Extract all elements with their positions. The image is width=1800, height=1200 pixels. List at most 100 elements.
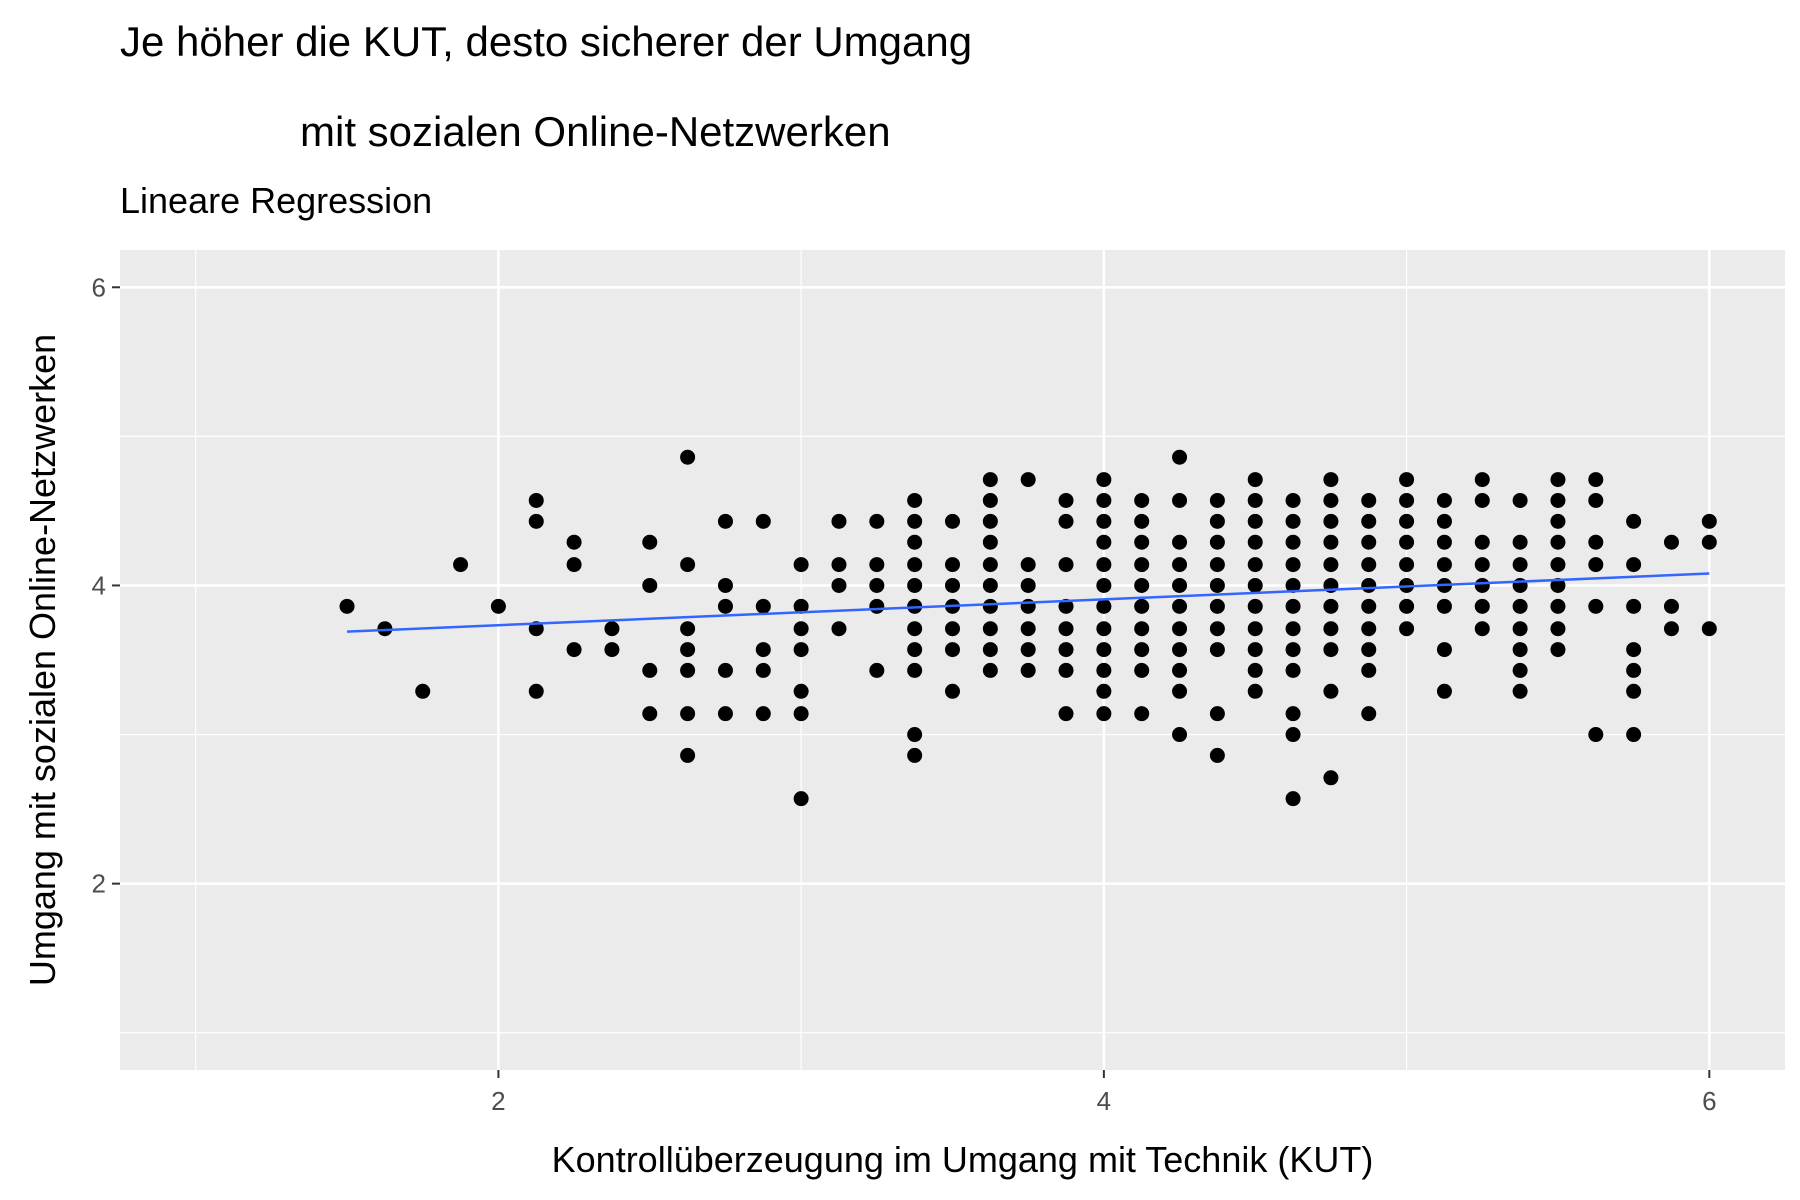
data-point [1020,642,1036,658]
data-point [1096,706,1112,722]
data-point [1701,534,1717,550]
data-point [1436,534,1452,550]
data-point [1436,683,1452,699]
x-tick-label: 4 [1097,1086,1111,1116]
data-point [1096,577,1112,593]
data-point [1512,534,1528,550]
data-point [528,513,544,529]
data-point [1058,642,1074,658]
data-point [1172,492,1188,508]
data-point [1361,706,1377,722]
data-point [1399,534,1415,550]
data-point [1209,706,1225,722]
data-point [1134,534,1150,550]
data-point [1361,492,1377,508]
data-point [1020,557,1036,573]
tick-labels: 2 4 6 2 4 6 [92,272,1717,1116]
data-point [377,621,393,637]
data-point [1285,557,1301,573]
data-point [982,598,998,614]
data-point [1172,598,1188,614]
data-point [982,642,998,658]
data-point [1512,492,1528,508]
data-point [1247,534,1263,550]
data-point [566,642,582,658]
data-point [1058,598,1074,614]
y-tick-label: 6 [92,272,106,302]
chart-subtitle: Lineare Regression [120,180,433,221]
data-point [945,621,960,637]
data-point [604,642,620,658]
data-point [1399,472,1415,488]
data-point [1626,557,1642,573]
data-point [1096,492,1112,508]
data-point [1588,557,1604,573]
data-point [1361,621,1377,637]
data-point [831,513,847,529]
data-point [1247,642,1263,658]
data-point [1058,557,1074,573]
data-point [1096,683,1112,699]
data-point [1209,534,1225,550]
chart-title-line-1: Je höher die KUT, desto sicherer der Umg… [120,18,973,65]
data-point [1247,662,1263,678]
data-point [1626,598,1642,614]
data-point [1172,577,1188,593]
data-point [1172,557,1188,573]
data-point [1474,577,1490,593]
data-point [1512,683,1528,699]
data-point [1020,598,1036,614]
data-point [869,557,885,573]
data-point [907,534,923,550]
data-point [1663,598,1679,614]
data-point [1512,598,1528,614]
data-point [1474,472,1490,488]
data-point [339,598,355,614]
data-point [415,683,431,699]
data-point [1550,472,1566,488]
data-point [907,557,923,573]
data-point [1058,513,1074,529]
data-point [1474,492,1490,508]
data-point [680,642,696,658]
data-point [1247,598,1263,614]
data-point [1512,642,1528,658]
data-point [1285,727,1301,743]
data-point [1474,534,1490,550]
data-point [1134,492,1150,508]
data-point [1436,642,1452,658]
data-point [1399,598,1415,614]
data-point [1399,557,1415,573]
data-point [1172,662,1188,678]
data-point [1134,621,1150,637]
data-point [1172,683,1188,699]
data-point [793,706,809,722]
data-point [1209,513,1225,529]
data-point [1323,492,1339,508]
data-point [755,662,771,678]
data-point [1247,621,1263,637]
x-axis-title: Kontrollüberzeugung im Umgang mit Techni… [552,1139,1374,1180]
data-point [680,662,696,678]
data-point [1323,534,1339,550]
data-point [1550,557,1566,573]
data-point [1285,534,1301,550]
data-point [1172,642,1188,658]
data-point [1172,449,1188,465]
data-point [982,577,998,593]
data-point [982,472,998,488]
data-point [1285,662,1301,678]
data-point [1209,621,1225,637]
data-points [339,449,1717,807]
data-point [1550,642,1566,658]
data-point [907,492,923,508]
data-point [1285,492,1301,508]
data-point [982,534,998,550]
data-point [1550,577,1566,593]
data-point [945,513,960,529]
data-point [907,662,923,678]
data-point [1020,472,1036,488]
data-point [945,683,960,699]
data-point [680,747,696,763]
data-point [1209,747,1225,763]
